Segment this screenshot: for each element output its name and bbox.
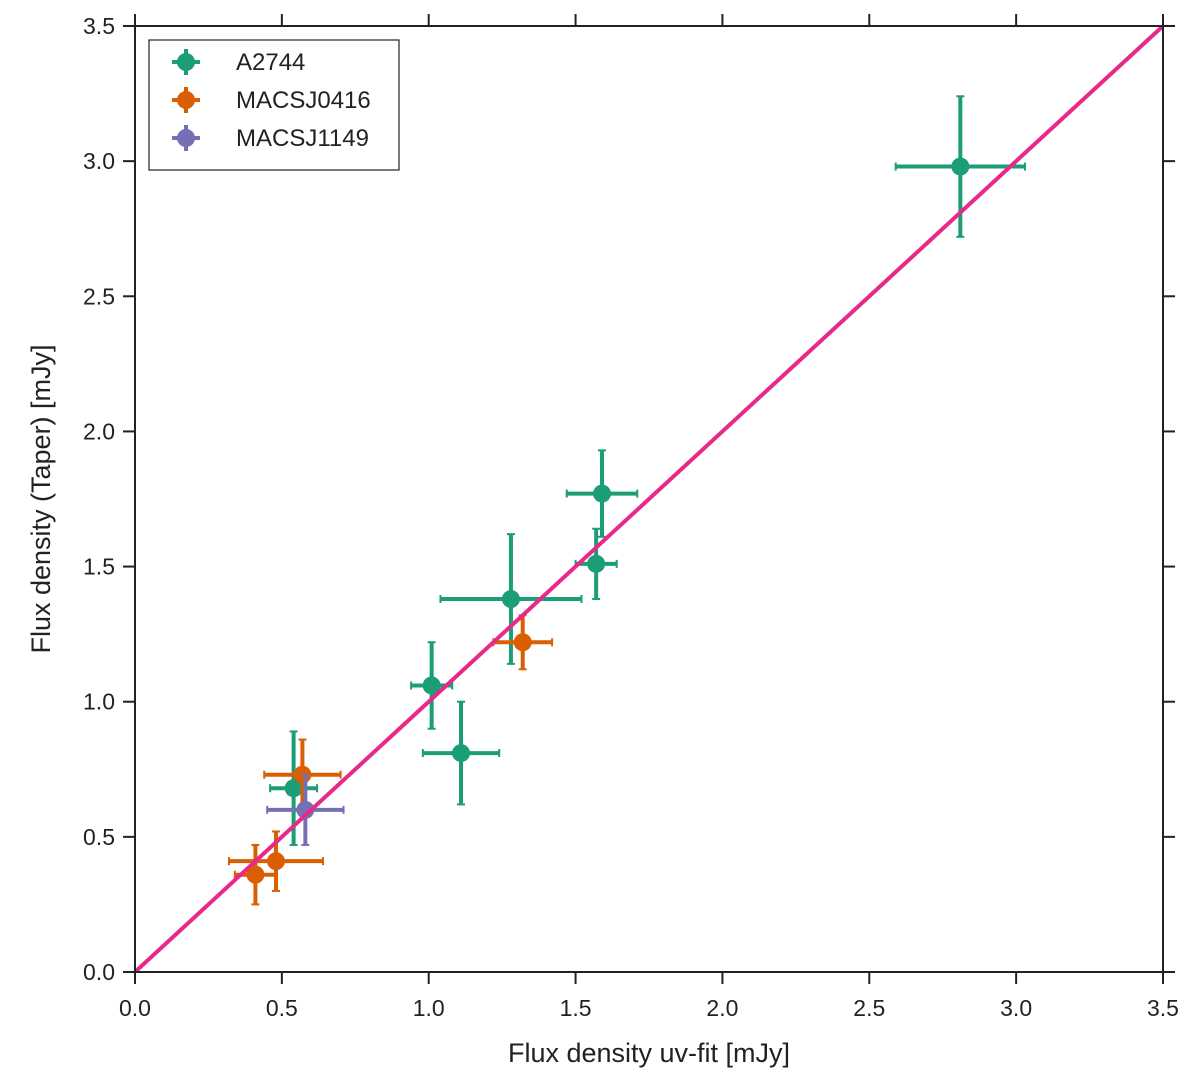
y-tick-label: 3.5 [83,13,115,39]
data-point-A2744-5 [452,744,471,763]
plot-area [135,26,1163,972]
y-tick-label: 1.5 [83,554,115,580]
legend-entry-MACSJ1149: MACSJ1149 [172,125,369,152]
legend-label: MACSJ1149 [236,125,369,152]
data-point-A2744-3 [501,590,520,609]
data-point-A2744-0 [951,157,970,176]
y-tick-label: 2.5 [83,283,115,309]
x-tick-label: 0.0 [119,995,151,1021]
plot-contents [135,26,1163,972]
series-A2744 [269,95,1026,846]
x-tick-label: 2.5 [853,995,885,1021]
axes: 0.0 0.5 1.0 1.5 2.0 2.5 3.0 3.5 0.0 0.5 1.0 1.5 2.0 2… [26,13,1179,1068]
x-tick-label: 2.0 [706,995,738,1021]
y-tick-label: 0.0 [83,959,115,985]
legend-marker [177,129,195,147]
series-MACSJ1149 [266,773,345,846]
axes-frame [134,25,1164,973]
data-point-A2744-1 [593,484,612,503]
legend-label: A2744 [236,49,305,76]
legend-entry-MACSJ0416: MACSJ0416 [172,87,371,114]
data-point-MACSJ1149-0 [296,800,315,819]
legend-label: MACSJ0416 [236,87,371,114]
legend-marker [177,53,195,71]
series-MACSJ0416 [227,614,554,906]
y-tick-label: 0.5 [83,824,115,850]
legend-marker [177,91,195,109]
data-point-MACSJ0416-0 [513,633,532,652]
data-point-A2744-4 [422,676,441,695]
x-tick-label: 3.0 [1000,995,1032,1021]
x-tick-label: 3.5 [1147,995,1179,1021]
x-axis-label: Flux density uv-fit [mJy] [508,1038,790,1068]
one-to-one-line [135,26,1163,972]
x-tick-label: 0.5 [266,995,298,1021]
y-axis-label: Flux density (Taper) [mJy] [26,344,56,653]
legend: A2744 MACSJ0416 MACSJ1149 [148,39,400,171]
legend-entry-A2744: A2744 [172,49,305,76]
x-tick-label: 1.5 [560,995,592,1021]
y-tick-label: 1.0 [83,689,115,715]
data-point-A2744-2 [587,554,606,573]
x-tick-label: 1.0 [413,995,445,1021]
data-point-A2744-6 [284,779,303,798]
data-point-MACSJ0416-2 [266,852,285,871]
y-tick-label: 2.0 [83,418,115,444]
data-point-MACSJ0416-3 [246,865,265,884]
y-tick-label: 3.0 [83,148,115,174]
